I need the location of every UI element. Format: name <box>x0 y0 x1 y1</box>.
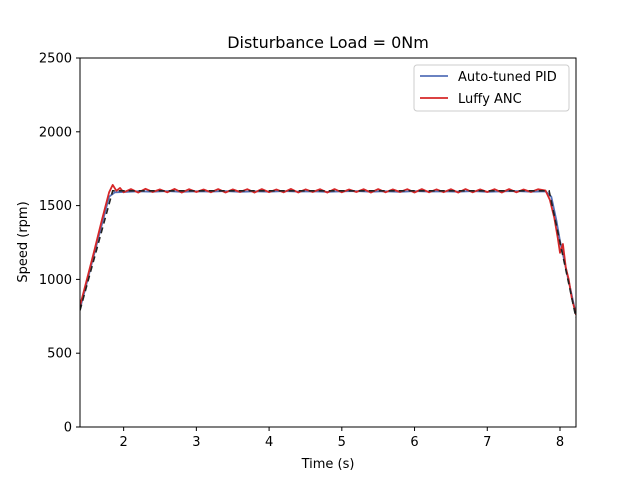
x-axis: 2 3 4 5 6 7 8 <box>119 427 564 450</box>
chart-title: Disturbance Load = 0Nm <box>227 33 429 52</box>
legend-label-auto-tuned-pid: Auto-tuned PID <box>458 70 557 85</box>
y-tick-label: 2500 <box>39 52 72 67</box>
y-tick-label: 0 <box>64 421 72 436</box>
legend-label-luffy-anc: Luffy ANC <box>458 92 522 107</box>
x-axis-title: Time (s) <box>301 457 355 472</box>
y-axis-title: Speed (rpm) <box>16 201 31 282</box>
series-line-luffy-anc <box>80 183 576 316</box>
plot-frame <box>79 57 577 428</box>
series-line-auto-tuned-pid <box>80 190 576 315</box>
y-tick-label: 500 <box>47 347 72 362</box>
x-tick-label: 4 <box>265 435 273 450</box>
y-tick-label: 1000 <box>39 273 72 288</box>
legend: Auto-tuned PID Luffy ANC <box>413 64 570 112</box>
x-tick-label: 2 <box>119 435 127 450</box>
x-tick-label: 7 <box>483 435 491 450</box>
y-tick-label: 2000 <box>39 125 72 140</box>
legend-box <box>413 64 570 112</box>
x-tick-label: 6 <box>410 435 418 450</box>
x-tick-label: 8 <box>556 435 564 450</box>
y-tick-label: 1500 <box>39 199 72 214</box>
reference-line <box>80 190 576 318</box>
x-tick-label: 5 <box>338 435 346 450</box>
y-axis: 0 500 1000 1500 2000 2500 <box>39 52 80 436</box>
series-layer <box>80 183 576 318</box>
x-tick-label: 3 <box>192 435 200 450</box>
